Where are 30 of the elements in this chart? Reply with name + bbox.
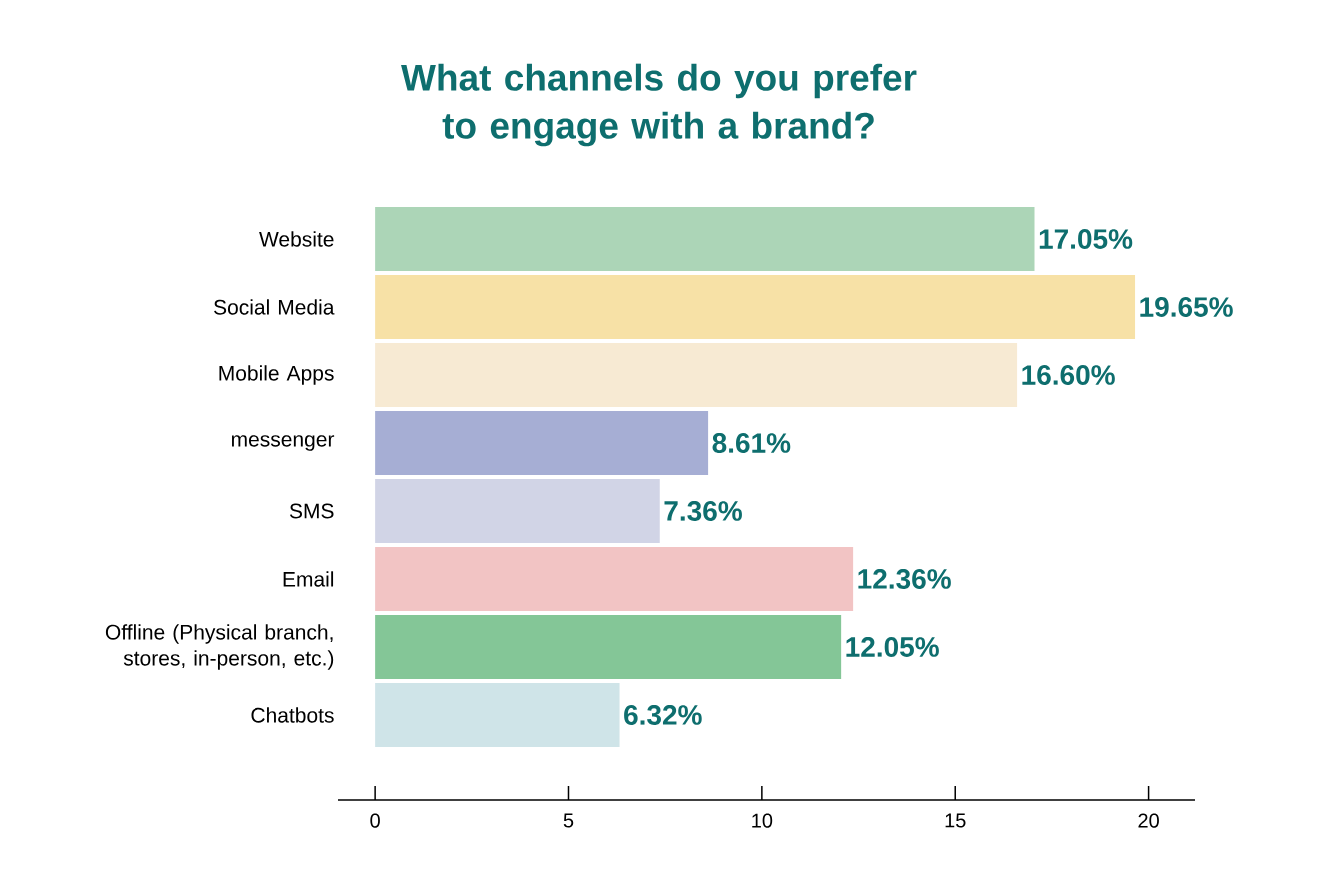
y-tick-label: Offline (Physical branch, stores, in-person, etc.) (105, 624, 334, 670)
data-label: 7.36% (664, 501, 742, 521)
chart-title: What channels do you prefer to engage with a brand? (401, 63, 917, 147)
x-tick-label: 15 (945, 813, 966, 828)
y-tick-label: Mobile Apps (219, 365, 334, 385)
data-label: 8.61% (712, 433, 791, 453)
y-tick-label: Email (283, 571, 334, 587)
bar (375, 546, 854, 611)
bar (375, 614, 842, 679)
data-label: 19.65% (1140, 297, 1233, 317)
data-label: 6.32% (624, 705, 702, 725)
bar (375, 411, 709, 475)
data-label: 17.05% (1039, 229, 1133, 249)
data-label: 16.60% (1022, 365, 1115, 385)
y-tick-label: messenger (231, 435, 335, 451)
bar (375, 207, 1035, 271)
data-label: 12.36% (858, 569, 951, 589)
x-tick-label: 10 (752, 813, 773, 828)
y-tick-label: Social Media (214, 299, 335, 315)
x-tick-label: 5 (563, 813, 574, 828)
data-label: 12.05% (846, 637, 939, 657)
y-tick-label: SMS (289, 503, 334, 519)
x-tick-label: 0 (370, 813, 380, 828)
bar (375, 478, 660, 543)
y-tick-label: Chatbots (251, 707, 334, 723)
y-tick-label: Website (259, 231, 334, 247)
bar (375, 275, 1136, 339)
bar (375, 343, 1018, 407)
bar (375, 682, 620, 747)
x-tick-label: 20 (1138, 813, 1159, 828)
